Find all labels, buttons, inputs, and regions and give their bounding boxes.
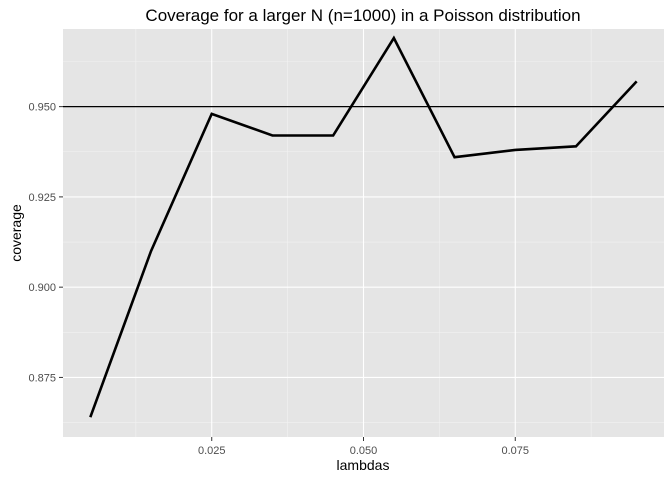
y-tick-label: 0.900 — [28, 282, 56, 294]
y-tick-label: 0.950 — [28, 102, 56, 114]
coverage-series-line — [89, 35, 638, 418]
x-tick-label: 0.050 — [350, 445, 378, 457]
x-axis-ticks: 0.025 0.050 0.075 — [198, 437, 529, 457]
x-axis-label: lambdas — [337, 457, 390, 473]
chart-title: Coverage for a larger N (n=1000) in a Po… — [145, 6, 580, 25]
y-tick-label: 0.925 — [28, 192, 56, 204]
y-tick-label: 0.875 — [28, 372, 56, 384]
y-axis-label: coverage — [8, 204, 24, 262]
x-tick-label: 0.075 — [502, 445, 530, 457]
y-axis-ticks: 0.875 0.900 0.925 0.950 — [28, 102, 63, 384]
x-tick-label: 0.025 — [198, 445, 226, 457]
